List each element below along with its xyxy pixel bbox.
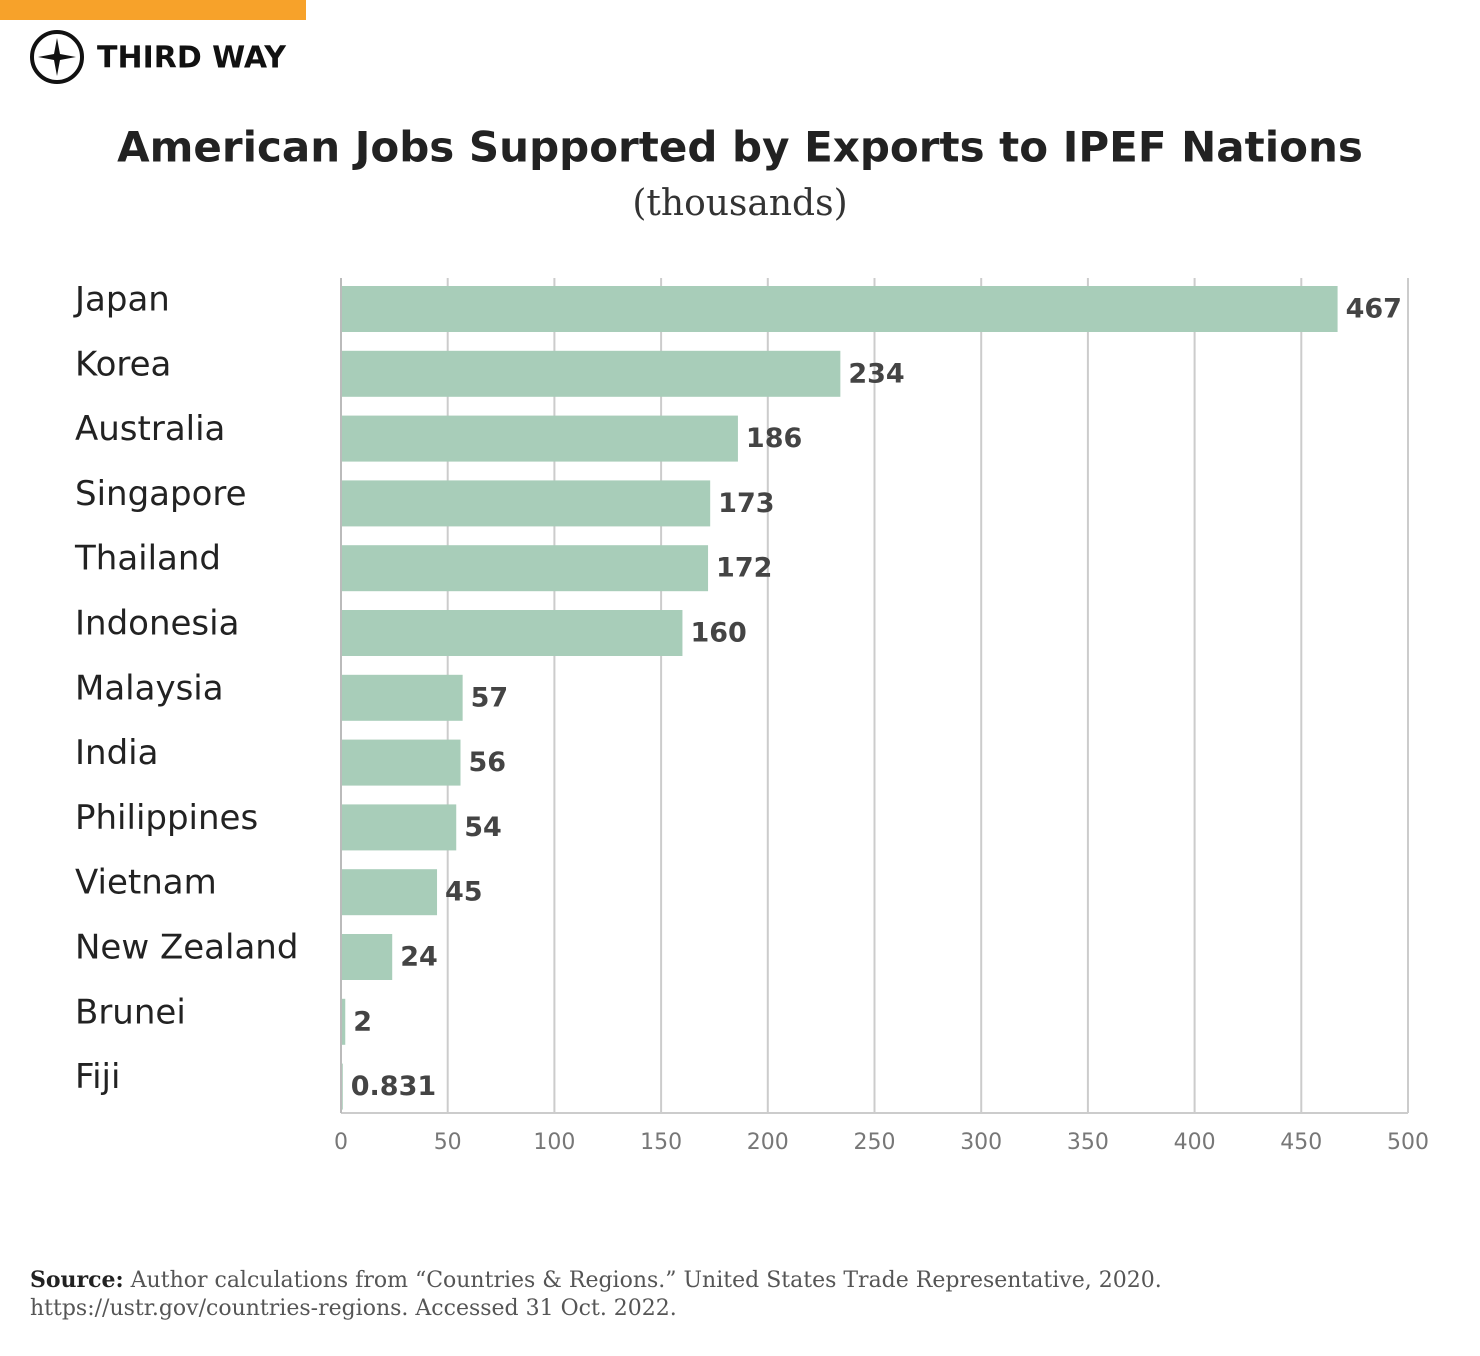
chart-subtitle: (thousands)	[632, 183, 847, 224]
source-line: Author calculations from “Countries & Re…	[130, 1268, 1162, 1293]
bar	[341, 869, 438, 916]
x-tick-label: 500	[1387, 1130, 1429, 1155]
bar	[341, 610, 683, 656]
category-label: Malaysia	[75, 668, 224, 708]
chart-title: American Jobs Supported by Exports to IP…	[117, 123, 1363, 172]
category-label: Brunei	[75, 992, 186, 1032]
value-label: 173	[718, 488, 774, 519]
x-tick-label: 150	[640, 1130, 682, 1155]
value-label: 160	[690, 618, 746, 649]
x-tick-label: 400	[1174, 1130, 1216, 1155]
bar	[341, 934, 393, 980]
category-label: India	[75, 733, 158, 773]
category-label: New Zealand	[75, 928, 298, 968]
value-label: 54	[464, 812, 502, 843]
bar	[341, 286, 1338, 332]
value-label: 0.831	[351, 1071, 436, 1102]
value-label: 234	[848, 358, 904, 389]
logo	[30, 30, 84, 84]
category-label: Philippines	[75, 798, 258, 838]
x-tick-label: 300	[960, 1130, 1002, 1155]
bar	[341, 415, 738, 462]
brand: THIRD WAY	[97, 41, 287, 76]
category-label: Singapore	[75, 474, 247, 514]
value-label: 2	[353, 1006, 372, 1037]
category-label: Thailand	[74, 539, 221, 579]
bar	[341, 804, 457, 851]
x-tick-label: 0	[334, 1130, 348, 1155]
category-label: Australia	[75, 409, 225, 449]
category-label: Korea	[75, 344, 171, 384]
bar	[341, 350, 841, 397]
value-label: 57	[471, 682, 509, 713]
x-tick-label: 200	[747, 1130, 789, 1155]
source-line: https://ustr.gov/countries-regions. Acce…	[30, 1296, 677, 1321]
bar	[341, 674, 463, 721]
x-tick-label: 350	[1067, 1130, 1109, 1155]
bar	[341, 998, 346, 1045]
source-label: Source:	[30, 1267, 124, 1293]
source: Source: Author calculations from “Countr…	[30, 1267, 1162, 1293]
category-label: Fiji	[75, 1057, 120, 1097]
category-label: Indonesia	[75, 604, 239, 644]
x-tick-label: 100	[533, 1130, 575, 1155]
value-label: 45	[445, 877, 483, 908]
bar	[341, 480, 711, 527]
bar	[341, 739, 461, 786]
value-label: 467	[1346, 294, 1402, 325]
x-tick-label: 250	[854, 1130, 896, 1155]
brand-bar	[0, 0, 306, 20]
category-label: Vietnam	[75, 863, 217, 903]
value-label: 24	[400, 942, 438, 973]
value-label: 56	[469, 747, 507, 778]
category-label: Japan	[73, 280, 170, 320]
value-label: 186	[746, 423, 802, 454]
value-label: 172	[716, 553, 772, 584]
x-tick-label: 450	[1280, 1130, 1322, 1155]
bar	[341, 545, 709, 592]
x-tick-label: 50	[434, 1130, 462, 1155]
